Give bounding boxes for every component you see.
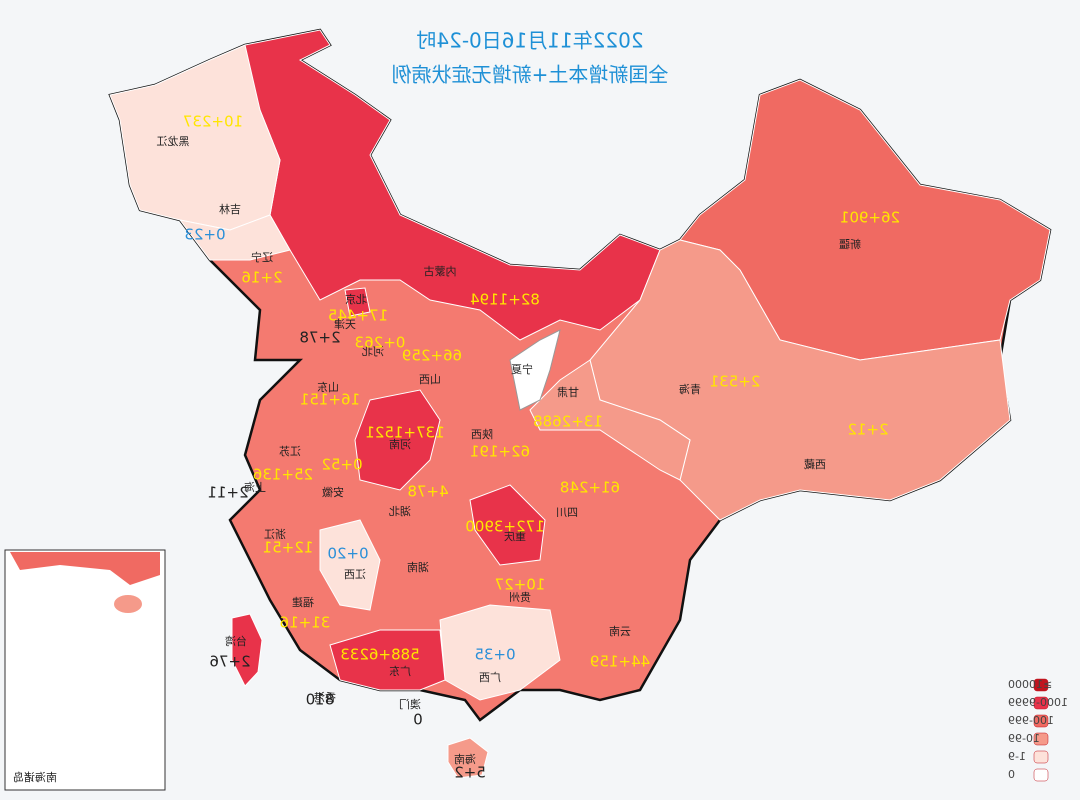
region-name: 天津 [334,318,356,331]
region-name: 贵州 [509,591,531,604]
region-name: 江苏 [279,445,301,458]
region-name: 甘肃 [557,386,579,399]
region-name: 辽宁 [251,250,273,264]
inset-island [114,595,142,613]
region-shape [509,329,561,411]
region-count: 2+12 [847,421,888,439]
region-name: 山西 [419,373,441,386]
region-shape [329,629,446,691]
region-name: 福建 [292,595,314,609]
region-name: 澳门 [399,697,421,711]
region-shape [109,44,281,231]
legend-swatch [1033,750,1049,764]
legend-swatch [1033,714,1049,728]
region-name: 黑龙江 [157,135,190,148]
region-shape [178,214,291,261]
region-name: 河北 [362,345,384,358]
region-count: 44+159 [590,653,650,671]
region-name: 安徽 [322,485,344,499]
region-count: 62+191 [470,443,530,461]
legend-swatch [1033,696,1049,710]
region-count: 61+248 [560,479,620,497]
region-shape [344,287,371,317]
region-shape [447,737,489,779]
region-shape [231,613,263,687]
region-name: 广西 [479,671,501,684]
region-name: 西藏 [804,458,826,471]
region-name: 台湾 [225,634,247,648]
region-name: 海南 [454,752,476,766]
region-name: 上海 [244,480,266,494]
region-name: 内蒙古 [424,264,457,278]
legend-label: 1-9 [1008,750,1026,763]
legend-label: ≥10000 [1008,678,1052,691]
legend-swatch [1033,678,1049,692]
inset-label: 南海诸岛 [13,770,57,784]
region-shape [439,604,561,701]
region-count: 0+263 [355,334,406,352]
region-shape [354,389,441,491]
region-name: 青海 [679,382,701,396]
region-count: 66+259 [402,347,462,365]
region-count: 31+16 [280,614,331,632]
region-name: 新疆 [839,237,861,251]
legend: ≥10000 1000-9999 100-999 10-99 1-9 0 [1008,678,1068,782]
inset-frame [4,549,166,791]
region-shape [319,519,381,611]
region-name: 江西 [344,568,366,581]
region-count: 0+52 [321,456,362,474]
region-count: 4+78 [407,483,448,501]
region-name: 宁夏 [511,362,533,376]
region-count: 16+151 [300,391,360,409]
region-count: 810 [306,691,335,709]
region-name: 河南 [389,438,411,451]
region-count: 17+445 [328,307,388,325]
region-name: 广东 [389,665,411,678]
region-count: 2+78 [299,329,340,347]
region-count: 172+3900 [465,518,544,536]
region-count: 2+531 [710,373,761,391]
region-count: 12+51 [263,539,314,557]
region-count: 588+6233 [340,646,419,664]
region-name: 香港 [314,691,336,704]
legend-label: 1000-9999 [1008,696,1068,709]
legend-swatch [1033,732,1049,746]
region-count: 13+2688 [533,413,603,431]
region-count: 5+2 [454,764,486,782]
region-name: 湖北 [389,505,411,518]
region-count: 0+23 [184,226,225,244]
region-count: 0+20 [327,545,368,563]
region-name: 吉林 [219,202,241,216]
region-name: 湖南 [407,561,429,574]
region-count: 2+16 [241,269,282,287]
region-name: 浙江 [264,528,286,541]
title-line: 2022年11月16日0-24时 [416,29,643,53]
legend-label: 0 [1008,768,1015,781]
region-name: 四川 [556,506,578,519]
legend-swatch [1033,768,1049,782]
region-count: 10+27 [495,576,546,594]
region-count: 2+11 [207,484,248,502]
region-count: 26+901 [840,209,900,227]
region-name: 重庆 [504,529,526,543]
region-name: 云南 [609,625,631,638]
region-count: 10+237 [183,113,243,131]
region-name: 山东 [317,381,339,394]
region-count: 0 [413,711,423,729]
region-count: 2+76 [209,653,250,671]
region-count: 25+136 [253,466,313,484]
region-count: 82+1194 [470,291,540,309]
legend-label: 100-999 [1008,714,1054,727]
legend-label: 10-99 [1008,732,1040,745]
inset-land [10,552,160,585]
region-count: 0+35 [474,646,515,664]
region-shape [469,484,546,566]
region-name: 陕西 [471,427,493,441]
region-name: 北京 [345,292,367,306]
title-line: 全国新增本土+新增无症状病例 [392,63,669,87]
region-count: 137+1521 [365,424,444,442]
